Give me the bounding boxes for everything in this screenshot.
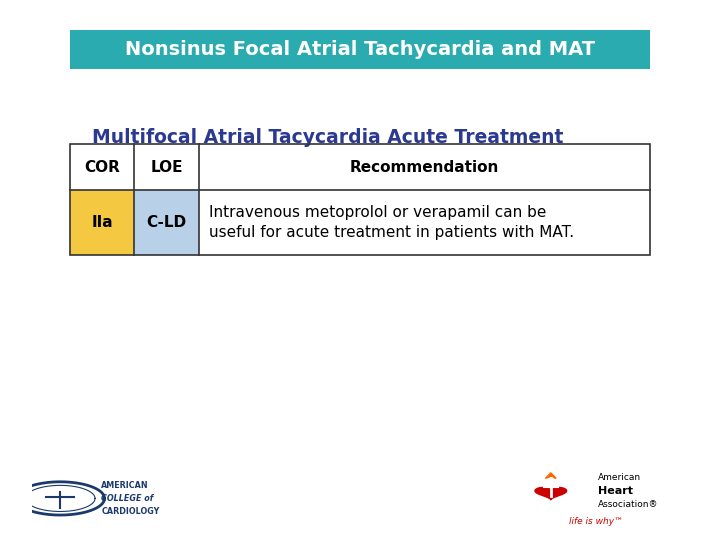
Text: COLLEGE of: COLLEGE of — [102, 494, 153, 503]
Text: Nonsinus Focal Atrial Tachycardia and MAT: Nonsinus Focal Atrial Tachycardia and MA… — [125, 40, 595, 59]
Text: life is why™: life is why™ — [569, 517, 623, 526]
Text: Intravenous metoprolol or verapamil can be
useful for acute treatment in patient: Intravenous metoprolol or verapamil can … — [210, 205, 575, 240]
Text: Multifocal Atrial Tacycardia Acute Treatment: Multifocal Atrial Tacycardia Acute Treat… — [92, 128, 564, 147]
Text: Recommendation: Recommendation — [350, 160, 499, 174]
Bar — [199, 190, 650, 255]
Bar — [70, 190, 134, 255]
Text: AMERICAN: AMERICAN — [102, 481, 149, 490]
Text: Association®: Association® — [598, 500, 658, 509]
Text: Heart: Heart — [598, 486, 633, 496]
Polygon shape — [546, 473, 556, 478]
Text: IIa: IIa — [91, 215, 113, 230]
Text: C-LD: C-LD — [146, 215, 186, 230]
Polygon shape — [535, 488, 567, 500]
Text: American: American — [598, 472, 641, 482]
Bar — [70, 144, 650, 190]
Bar — [70, 144, 650, 255]
Text: LOE: LOE — [150, 160, 183, 174]
Bar — [134, 190, 199, 255]
Text: COR: COR — [84, 160, 120, 174]
Text: CARDIOLOGY: CARDIOLOGY — [102, 507, 160, 516]
Bar — [70, 30, 650, 69]
